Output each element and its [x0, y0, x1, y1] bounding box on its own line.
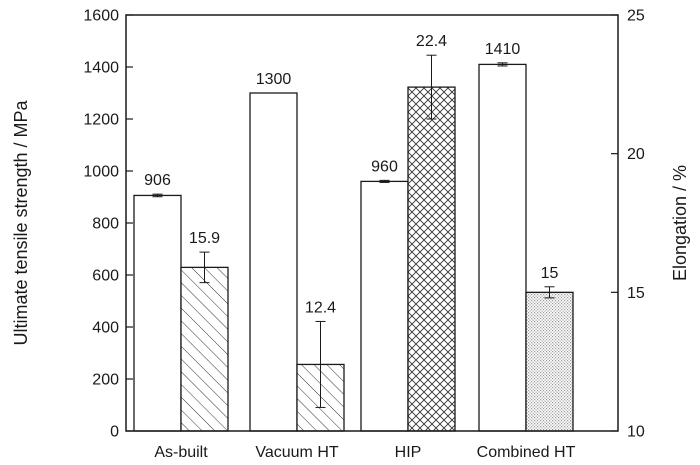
right-tick-label-2: 20: [627, 146, 645, 163]
data-label-elongation-2: 22.4: [416, 33, 447, 50]
data-label-uts-3: 1410: [485, 41, 521, 58]
bar-elongation-3: [525, 291, 574, 432]
left-tick-label-0: 0: [110, 424, 119, 441]
bars-layer: [133, 63, 574, 432]
x-tick-label-1: Vacuum HT: [255, 444, 339, 461]
error-bars-layer: [152, 54, 555, 408]
errorbar-elongation-0: [199, 251, 210, 284]
errorbar-uts-3: [497, 62, 508, 67]
x-tick-label-2: HIP: [395, 444, 422, 461]
errorbar-elongation-2: [426, 54, 437, 120]
bar-uts-2: [360, 180, 409, 432]
errorbar-elongation-3: [544, 286, 555, 299]
right-axis: 10 15 20 25: [611, 8, 645, 441]
left-tick-label-1: 200: [92, 372, 119, 389]
right-tick-label-0: 10: [627, 424, 645, 441]
x-tick-label-3: Combined HT: [477, 444, 576, 461]
errorbar-uts-2: [379, 179, 390, 183]
left-tick-label-8: 1600: [83, 8, 119, 25]
bar-uts-3: [478, 63, 527, 432]
left-axis-title: Ultimate tensile strength / MPa: [11, 99, 31, 345]
errorbar-elongation-1: [315, 320, 326, 408]
errorbar-uts-0: [152, 193, 163, 198]
data-label-elongation-3: 15: [541, 265, 559, 282]
bar-elongation-2: [407, 86, 456, 432]
data-labels-layer: 906 15.9 1300 12.4 960 22.4 1410 15: [144, 33, 558, 316]
data-label-uts-1: 1300: [256, 71, 292, 88]
bar-uts-1: [249, 92, 298, 432]
left-tick-label-5: 1000: [83, 164, 119, 181]
left-tick-label-2: 400: [92, 320, 119, 337]
bar-elongation-0: [180, 266, 229, 432]
data-label-elongation-1: 12.4: [305, 299, 336, 316]
left-axis: 0 200 400 600 800 1000 1200 1400 1600: [83, 8, 133, 441]
data-label-uts-0: 906: [144, 172, 171, 189]
x-axis: As-built Vacuum HT HIP Combined HT: [154, 444, 575, 461]
x-tick-label-0: As-built: [154, 444, 208, 461]
data-label-uts-2: 960: [371, 158, 398, 175]
data-label-elongation-0: 15.9: [189, 230, 220, 247]
left-tick-label-4: 800: [92, 216, 119, 233]
bar-uts-0: [133, 194, 182, 432]
left-tick-label-6: 1200: [83, 112, 119, 129]
left-tick-label-7: 1400: [83, 60, 119, 77]
right-tick-label-3: 25: [627, 8, 645, 25]
left-tick-label-3: 600: [92, 268, 119, 285]
right-axis-title: Elongation / %: [670, 165, 690, 281]
right-tick-label-1: 15: [627, 285, 645, 302]
